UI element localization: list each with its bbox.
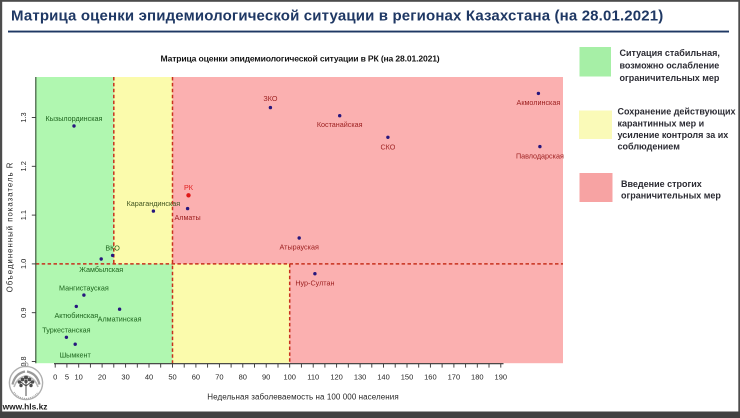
svg-text:5: 5 bbox=[65, 373, 69, 382]
svg-text:100: 100 bbox=[283, 373, 296, 382]
svg-text:соблюдением: соблюдением bbox=[618, 142, 681, 152]
svg-text:карантинных мер и: карантинных мер и bbox=[618, 118, 705, 128]
svg-text:ВКО: ВКО bbox=[105, 244, 120, 253]
svg-text:110: 110 bbox=[307, 373, 319, 382]
svg-text:Матрица оценки эпидемиологичес: Матрица оценки эпидемиологической ситуац… bbox=[160, 53, 439, 63]
svg-text:10: 10 bbox=[75, 373, 83, 382]
svg-text:возможно ослабление: возможно ослабление bbox=[620, 61, 720, 71]
svg-text:ограничительных мер: ограничительных мер bbox=[621, 191, 721, 201]
svg-text:Мангистауская: Мангистауская bbox=[59, 283, 109, 292]
svg-text:0: 0 bbox=[53, 373, 57, 382]
svg-text:120: 120 bbox=[330, 373, 343, 382]
svg-text:Атырауская: Атырауская bbox=[280, 243, 319, 252]
svg-text:Кызылординская: Кызылординская bbox=[46, 114, 103, 123]
svg-text:1.1: 1.1 bbox=[19, 210, 28, 220]
svg-text:СКО: СКО bbox=[380, 143, 395, 152]
svg-text:1.3: 1.3 bbox=[19, 112, 28, 122]
svg-text:40: 40 bbox=[145, 373, 153, 382]
svg-text:Актюбинская: Актюбинская bbox=[55, 311, 99, 320]
svg-text:20: 20 bbox=[98, 373, 106, 382]
svg-text:180: 180 bbox=[471, 373, 484, 382]
svg-text:www.hls.kz: www.hls.kz bbox=[2, 402, 48, 412]
svg-text:150: 150 bbox=[401, 373, 414, 382]
svg-text:80: 80 bbox=[239, 373, 247, 382]
svg-text:Шымкент: Шымкент bbox=[60, 350, 92, 359]
svg-text:Акмолинская: Акмолинская bbox=[517, 98, 561, 107]
svg-text:30: 30 bbox=[121, 373, 129, 382]
svg-text:160: 160 bbox=[424, 373, 437, 382]
svg-text:60: 60 bbox=[192, 373, 200, 382]
svg-text:130: 130 bbox=[354, 373, 367, 382]
svg-text:50: 50 bbox=[168, 373, 176, 382]
svg-text:1.2: 1.2 bbox=[19, 161, 28, 171]
svg-text:140: 140 bbox=[377, 373, 390, 382]
svg-text:Туркестанская: Туркестанская bbox=[42, 326, 90, 335]
svg-text:Ситуация стабильная,: Ситуация стабильная, bbox=[620, 48, 720, 58]
svg-text:0.9: 0.9 bbox=[19, 308, 28, 318]
svg-text:0.8: 0.8 bbox=[19, 356, 28, 366]
svg-text:170: 170 bbox=[448, 373, 461, 382]
svg-text:ЗКО: ЗКО bbox=[263, 94, 277, 103]
svg-text:Сохранение действующих: Сохранение действующих bbox=[618, 107, 736, 117]
svg-text:усиление контроля за их: усиление контроля за их bbox=[618, 130, 729, 140]
svg-text:Алматинская: Алматинская bbox=[98, 315, 142, 324]
svg-text:190: 190 bbox=[495, 373, 508, 382]
svg-text:РК: РК bbox=[184, 183, 194, 192]
svg-text:Карагандинская: Карагандинская bbox=[127, 199, 181, 208]
svg-text:Костанайская: Костанайская bbox=[317, 120, 363, 129]
svg-text:90: 90 bbox=[262, 373, 270, 382]
svg-text:70: 70 bbox=[215, 373, 223, 382]
svg-text:Введение строгих: Введение строгих bbox=[621, 179, 702, 189]
svg-text:1.0: 1.0 bbox=[19, 259, 28, 269]
svg-text:Павлодарская: Павлодарская bbox=[516, 152, 564, 161]
svg-text:Объединенный показатель R: Объединенный показатель R bbox=[6, 162, 15, 293]
svg-text:Алматы: Алматы bbox=[174, 213, 200, 222]
svg-text:Матрица оценки эпидемиологичес: Матрица оценки эпидемиологической ситуац… bbox=[11, 8, 663, 25]
svg-text:Жамбылская: Жамбылская bbox=[79, 265, 123, 274]
svg-text:Недельная заболеваемость на 10: Недельная заболеваемость на 100 000 насе… bbox=[207, 392, 399, 401]
svg-text:ограничительных мер: ограничительных мер bbox=[620, 73, 720, 83]
svg-text:Нур-Султан: Нур-Султан bbox=[295, 278, 334, 287]
